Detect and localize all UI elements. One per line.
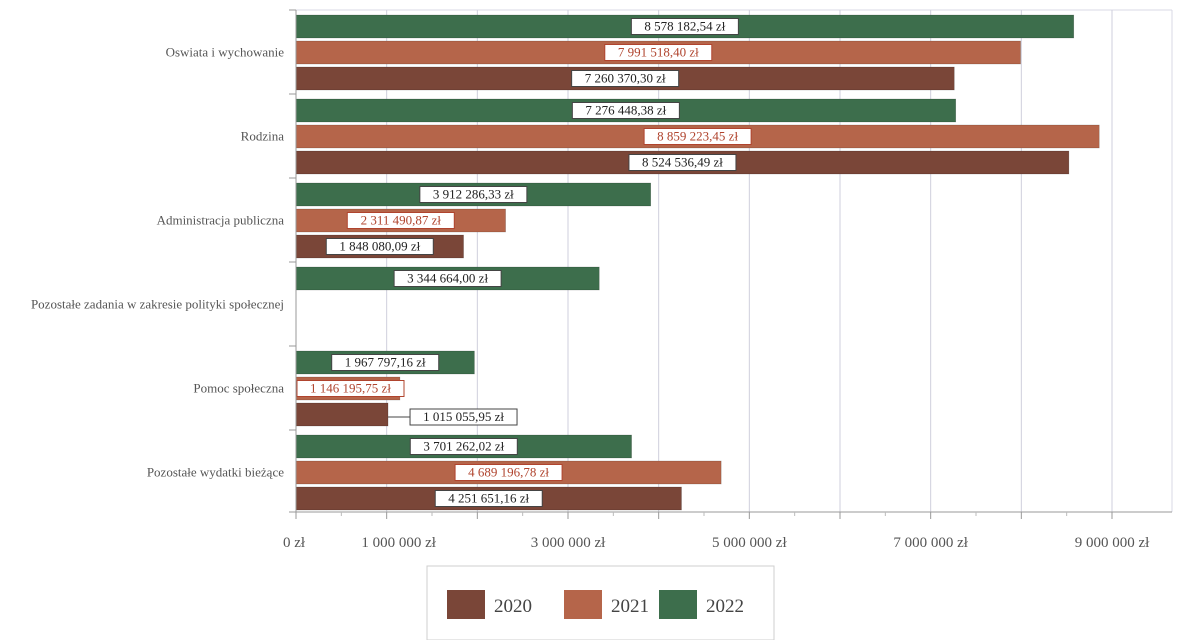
category-label: Oswiata i wychowanie <box>166 45 285 60</box>
data-label: 1 848 080,09 zł <box>339 239 420 254</box>
x-tick-label: 9 000 000 zł <box>1075 535 1150 551</box>
data-label-box <box>454 464 563 481</box>
data-label: 3 701 262,02 zł <box>423 439 504 454</box>
grid-lines <box>296 9 1173 512</box>
data-label: 4 251 651,16 zł <box>448 491 529 506</box>
data-label: 1 146 195,75 zł <box>310 381 391 396</box>
legend-swatch <box>659 590 697 619</box>
data-label: 8 859 223,45 zł <box>657 129 738 144</box>
data-label: 7 260 370,30 zł <box>585 71 666 86</box>
data-label-box <box>346 212 455 229</box>
category-label: Pozostałe zadania w zakresie polityki sp… <box>31 297 284 312</box>
x-tick-label: 7 000 000 zł <box>893 535 968 551</box>
data-label-box <box>409 408 518 426</box>
data-label: 3 912 286,33 zł <box>433 187 514 202</box>
data-label: 8 578 182,54 zł <box>644 19 725 34</box>
legend: 2020 2021 2022 <box>426 565 775 640</box>
data-label-box <box>571 102 680 119</box>
legend-label: 2021 <box>611 596 649 617</box>
legend-label: 2020 <box>494 596 532 617</box>
data-label-box <box>628 154 737 171</box>
data-label: 1 967 797,16 zł <box>345 355 426 370</box>
x-tick-label: 0 zł <box>283 535 306 551</box>
category-labels: Oswiata i wychowanie Rodzina Administracja… <box>31 45 284 480</box>
legend-label: 2022 <box>706 596 744 617</box>
data-label-box <box>434 490 543 507</box>
data-label-box <box>604 44 713 61</box>
bar <box>295 402 389 427</box>
legend-swatch <box>564 590 602 619</box>
category-label: Administracja publiczna <box>157 213 285 228</box>
data-label: 1 015 055,95 zł <box>423 409 504 424</box>
x-axis: 0 zł 1 000 000 zł 3 000 000 zł 5 000 000 zł… <box>283 9 1172 551</box>
x-tick-label: 3 000 000 zł <box>531 535 606 551</box>
category-label: Pozostałe wydatki bieżące <box>147 465 284 480</box>
data-label-box <box>643 128 752 145</box>
data-label: 3 344 664,00 zł <box>407 271 488 286</box>
category-label: Pomoc społeczna <box>193 381 284 396</box>
data-label-box <box>325 238 434 255</box>
data-label: 7 991 518,40 zł <box>618 45 699 60</box>
data-label-box <box>419 186 528 203</box>
data-label: 2 311 490,87 zł <box>361 213 442 228</box>
data-label-box <box>409 438 518 455</box>
data-label: 7 276 448,38 zł <box>585 103 666 118</box>
legend-swatch <box>447 590 485 619</box>
data-label-box <box>571 70 680 87</box>
data-label-box <box>630 18 739 35</box>
x-tick-label: 5 000 000 zł <box>712 535 787 551</box>
x-tick-label: 1 000 000 zł <box>361 535 436 551</box>
data-label: 8 524 536,49 zł <box>642 155 723 170</box>
category-label: Rodzina <box>241 129 285 144</box>
data-label-box <box>331 354 440 371</box>
bars: 8 578 182,54 zł 7 276 448,38 zł 3 912 286,… <box>295 14 1100 511</box>
data-label: 4 689 196,78 zł <box>468 465 549 480</box>
data-label-box <box>296 380 405 397</box>
data-label-box <box>393 270 502 287</box>
